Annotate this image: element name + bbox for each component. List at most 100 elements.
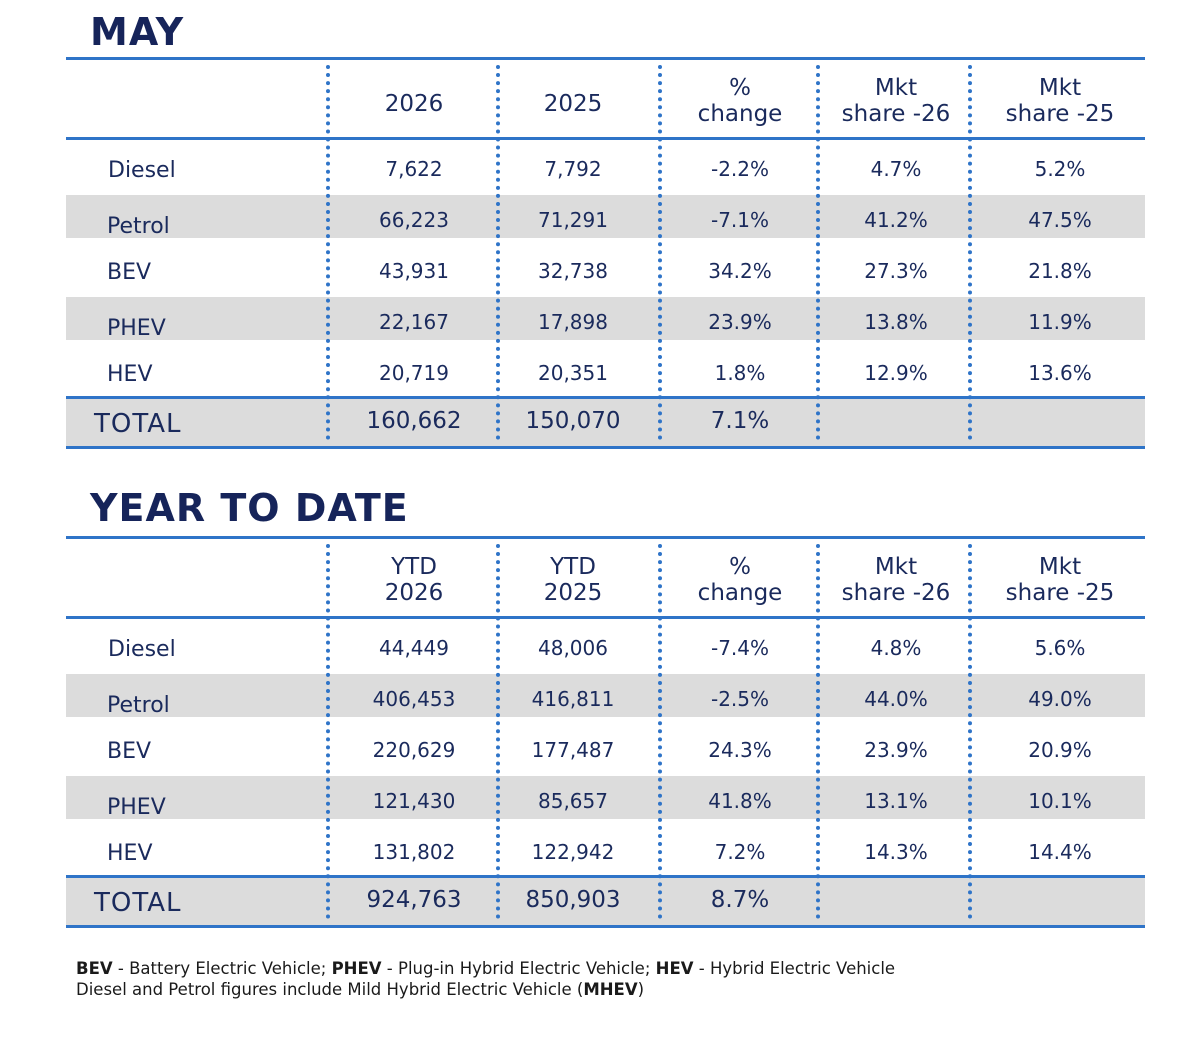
table-cell: 13.6% bbox=[1028, 361, 1092, 385]
table-cell: 14.4% bbox=[1028, 840, 1092, 864]
table-cell: 131,802 bbox=[372, 840, 456, 864]
total-top-rule bbox=[66, 396, 1145, 399]
column-header: % change bbox=[697, 554, 783, 606]
row-label: Petrol bbox=[107, 693, 170, 718]
table-cell: 7.2% bbox=[714, 840, 766, 864]
table-cell: 12.9% bbox=[864, 361, 928, 385]
table-cell: 4.7% bbox=[870, 157, 922, 181]
footer-abbr-mhev: MHEV bbox=[583, 980, 638, 999]
ytd-title: YEAR TO DATE bbox=[90, 486, 409, 530]
column-header: YTD 2025 bbox=[543, 554, 603, 606]
table-cell: 20,719 bbox=[379, 361, 449, 385]
footer-note-end: ) bbox=[637, 980, 645, 999]
table-cell: 41.8% bbox=[708, 789, 772, 813]
footer-def-phev: - Plug-in Hybrid Electric Vehicle; bbox=[381, 959, 656, 978]
column-header: Mkt share -25 bbox=[1005, 554, 1115, 606]
footer-abbr-phev: PHEV bbox=[331, 959, 382, 978]
footer-abbr-hev: HEV bbox=[655, 959, 694, 978]
table-cell: 23.9% bbox=[864, 738, 928, 762]
row-label: Diesel bbox=[108, 158, 176, 183]
table-cell: 23.9% bbox=[708, 310, 772, 334]
table-cell: 49.0% bbox=[1028, 687, 1092, 711]
table-cell: 416,811 bbox=[531, 687, 615, 711]
footer-abbr-bev: BEV bbox=[76, 959, 113, 978]
column-header: Mkt share -25 bbox=[1005, 75, 1115, 127]
row-label: PHEV bbox=[107, 316, 166, 341]
total-label: TOTAL bbox=[94, 409, 182, 439]
row-label: HEV bbox=[107, 362, 153, 387]
table-cell: 47.5% bbox=[1028, 208, 1092, 232]
table-cell: -7.1% bbox=[710, 208, 770, 232]
column-separator bbox=[658, 65, 662, 440]
total-cell: 150,070 bbox=[525, 408, 621, 434]
total-band bbox=[66, 399, 1145, 446]
total-cell: 160,662 bbox=[366, 408, 462, 434]
row-band bbox=[66, 297, 1145, 340]
row-label: BEV bbox=[107, 739, 152, 764]
table-cell: 220,629 bbox=[372, 738, 456, 762]
table-cell: 66,223 bbox=[379, 208, 449, 232]
column-header: 2025 bbox=[543, 91, 603, 117]
table-cell: 13.1% bbox=[864, 789, 928, 813]
table-cell: 85,657 bbox=[538, 789, 608, 813]
column-header: YTD 2026 bbox=[384, 554, 444, 606]
column-separator bbox=[658, 544, 662, 919]
total-top-rule bbox=[66, 875, 1145, 878]
table-cell: 177,487 bbox=[531, 738, 615, 762]
table-cell: 43,931 bbox=[379, 259, 449, 283]
row-label: BEV bbox=[107, 260, 152, 285]
table-cell: 48,006 bbox=[538, 636, 608, 660]
table-cell: 32,738 bbox=[538, 259, 608, 283]
may-table: 2026 2025 % change Mkt share -26 Mkt share -… bbox=[66, 57, 1145, 449]
column-header: Mkt share -26 bbox=[841, 554, 951, 606]
table-cell: 5.2% bbox=[1034, 157, 1086, 181]
row-band bbox=[66, 776, 1145, 819]
column-header: 2026 bbox=[384, 91, 444, 117]
table-cell: 406,453 bbox=[372, 687, 456, 711]
column-separator bbox=[816, 65, 820, 440]
table-bottom-rule bbox=[66, 446, 1145, 449]
column-separator bbox=[816, 544, 820, 919]
footer-notes: BEV - Battery Electric Vehicle; PHEV - P… bbox=[76, 958, 895, 1000]
row-label: Diesel bbox=[108, 637, 176, 662]
table-cell: 20,351 bbox=[538, 361, 608, 385]
table-cell: 7,622 bbox=[385, 157, 443, 181]
row-label: Petrol bbox=[107, 214, 170, 239]
footer-line-1: BEV - Battery Electric Vehicle; PHEV - P… bbox=[76, 958, 895, 979]
table-cell: 21.8% bbox=[1028, 259, 1092, 283]
table-cell: -2.2% bbox=[710, 157, 770, 181]
column-separator bbox=[326, 544, 330, 919]
total-cell: 7.1% bbox=[710, 408, 770, 434]
table-cell: 71,291 bbox=[538, 208, 608, 232]
table-cell: 14.3% bbox=[864, 840, 928, 864]
total-cell: 850,903 bbox=[525, 887, 621, 913]
column-separator bbox=[968, 544, 972, 919]
row-band bbox=[66, 195, 1145, 238]
table-cell: 4.8% bbox=[870, 636, 922, 660]
table-top-rule bbox=[66, 57, 1145, 60]
column-separator bbox=[496, 65, 500, 440]
row-label: PHEV bbox=[107, 795, 166, 820]
row-label: HEV bbox=[107, 841, 153, 866]
table-bottom-rule bbox=[66, 925, 1145, 928]
table-cell: -2.5% bbox=[710, 687, 770, 711]
table-cell: 24.3% bbox=[708, 738, 772, 762]
footer-def-hev: - Hybrid Electric Vehicle bbox=[693, 959, 896, 978]
table-cell: 41.2% bbox=[864, 208, 928, 232]
column-separator bbox=[496, 544, 500, 919]
table-cell: 27.3% bbox=[864, 259, 928, 283]
table-cell: 34.2% bbox=[708, 259, 772, 283]
table-cell: 7,792 bbox=[544, 157, 602, 181]
table-cell: 121,430 bbox=[372, 789, 456, 813]
table-cell: 10.1% bbox=[1028, 789, 1092, 813]
ytd-table: YTD 2026 YTD 2025 % change Mkt share -26 Mkt… bbox=[66, 536, 1145, 928]
table-top-rule bbox=[66, 536, 1145, 539]
row-band bbox=[66, 674, 1145, 717]
table-cell: 122,942 bbox=[531, 840, 615, 864]
footer-def-bev: - Battery Electric Vehicle; bbox=[112, 959, 332, 978]
table-cell: 13.8% bbox=[864, 310, 928, 334]
total-label: TOTAL bbox=[94, 888, 182, 918]
total-cell: 924,763 bbox=[366, 887, 462, 913]
column-separator bbox=[968, 65, 972, 440]
table-cell: 11.9% bbox=[1028, 310, 1092, 334]
